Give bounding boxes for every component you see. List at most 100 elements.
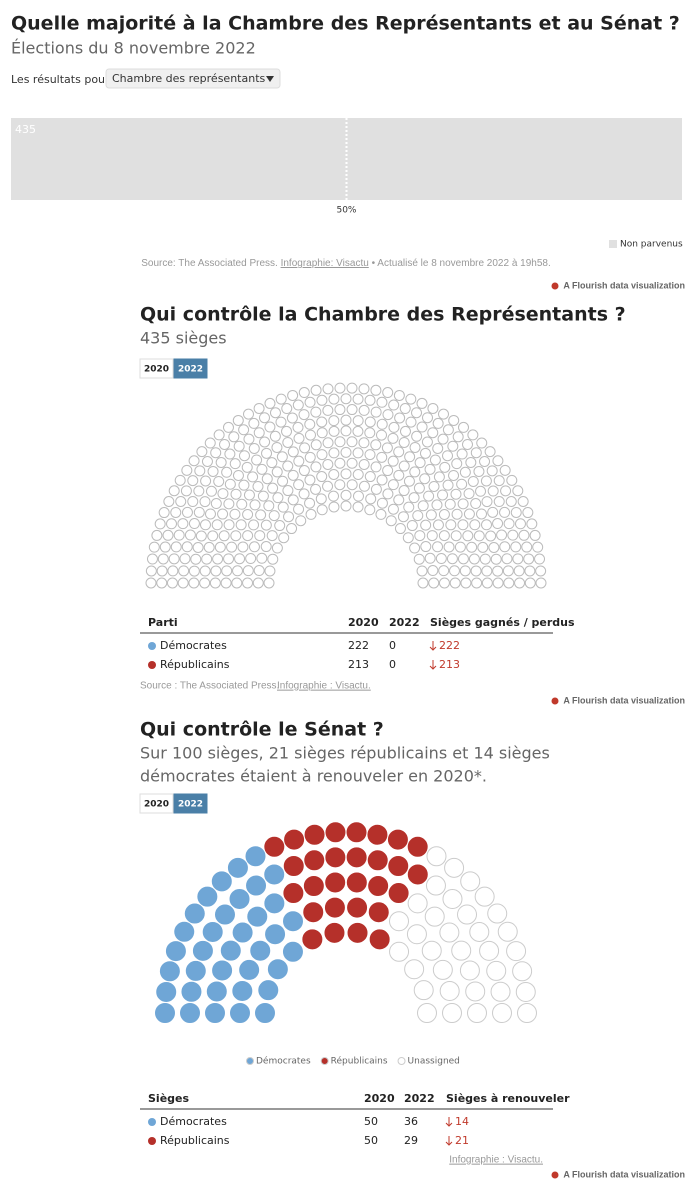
source-part[interactable]: Infographie: Visactu: [281, 258, 369, 269]
down-arrow: [429, 641, 437, 651]
seat: [480, 475, 492, 487]
senate-credit[interactable]: Infographie : Visactu.: [449, 1155, 543, 1166]
seat: [328, 447, 340, 459]
cell: 0: [389, 658, 396, 671]
seat: [316, 471, 328, 483]
seat: [506, 474, 518, 486]
tab[interactable]: [139, 793, 174, 814]
seat: [251, 454, 263, 466]
seat: [316, 416, 328, 428]
seat: [481, 577, 493, 589]
seat: [193, 506, 205, 518]
seat: [231, 577, 243, 589]
seat: [529, 529, 541, 541]
seat: [223, 498, 235, 510]
seat: [177, 518, 189, 530]
seat: [192, 541, 204, 553]
seat: [427, 565, 439, 577]
seat: [256, 552, 268, 564]
seat: [238, 450, 250, 462]
seat: [450, 488, 462, 500]
party-dot: [148, 642, 156, 650]
seat: [328, 415, 340, 427]
seat: [492, 577, 504, 589]
seat: [385, 515, 397, 527]
seat: [367, 850, 388, 871]
seat: [424, 552, 436, 564]
seat: [340, 414, 352, 426]
seat: [310, 483, 322, 495]
seat: [448, 565, 460, 577]
seat: [230, 1003, 250, 1023]
seat: [517, 495, 529, 507]
flourish-credit[interactable]: A Flourish data visualization: [563, 695, 685, 705]
seat: [315, 493, 327, 505]
tab[interactable]: [173, 793, 208, 814]
tab[interactable]: [139, 358, 174, 379]
seat: [460, 577, 472, 589]
seat: [376, 418, 388, 430]
seat: [264, 893, 285, 914]
seat: [446, 553, 458, 565]
seat: [324, 922, 345, 943]
seat: [180, 1003, 200, 1023]
seat: [178, 565, 190, 577]
seat: [486, 465, 498, 477]
flourish-credit[interactable]: A Flourish data visualization: [563, 1169, 685, 1179]
seat: [203, 541, 215, 553]
seat: [158, 507, 170, 519]
table-header: Sièges à renouveler: [446, 1092, 570, 1105]
cell: 222: [348, 639, 369, 652]
seat: [388, 856, 409, 877]
seat: [271, 542, 283, 554]
seat: [476, 437, 488, 449]
house-credit[interactable]: Infographie : Visactu.: [277, 681, 371, 692]
seat: [442, 424, 454, 436]
tab-label[interactable]: 2020: [144, 365, 169, 375]
seat: [324, 897, 345, 918]
seat: [283, 883, 304, 904]
seat: [264, 836, 285, 857]
seat: [412, 510, 424, 522]
seat: [394, 523, 406, 535]
flourish-credit[interactable]: A Flourish data visualization: [563, 280, 685, 290]
seat: [512, 553, 524, 565]
seat: [184, 529, 196, 541]
seat: [253, 427, 265, 439]
seat: [287, 389, 299, 401]
seat: [375, 508, 387, 520]
seat: [512, 485, 524, 497]
seat: [463, 488, 475, 500]
seat: [364, 416, 376, 428]
seat: [269, 407, 281, 419]
tab-label[interactable]: 2020: [144, 800, 169, 810]
tab-label[interactable]: 2022: [178, 365, 203, 375]
tab-label[interactable]: 2022: [178, 800, 203, 810]
dropdown-value[interactable]: Chambre des représentants: [112, 72, 266, 85]
seat: [227, 857, 248, 878]
seat: [347, 922, 368, 943]
seat: [177, 577, 189, 589]
seat: [404, 451, 416, 463]
seat: [230, 488, 242, 500]
seat: [466, 541, 478, 553]
seat: [260, 519, 272, 531]
seat: [229, 888, 250, 909]
seat: [175, 495, 187, 507]
seat: [282, 485, 294, 497]
seat: [382, 387, 394, 399]
seat: [369, 929, 390, 950]
seat: [257, 490, 269, 502]
seat: [492, 455, 504, 467]
seat: [242, 565, 254, 577]
seat: [454, 541, 466, 553]
tab[interactable]: [173, 358, 208, 379]
seat: [387, 479, 399, 491]
seat: [224, 448, 236, 460]
seat: [382, 465, 394, 477]
dropdown[interactable]: [105, 68, 281, 89]
legend-label: Démocrates: [256, 1056, 311, 1067]
seat: [282, 460, 294, 472]
seat: [304, 451, 316, 463]
seat: [460, 871, 481, 892]
